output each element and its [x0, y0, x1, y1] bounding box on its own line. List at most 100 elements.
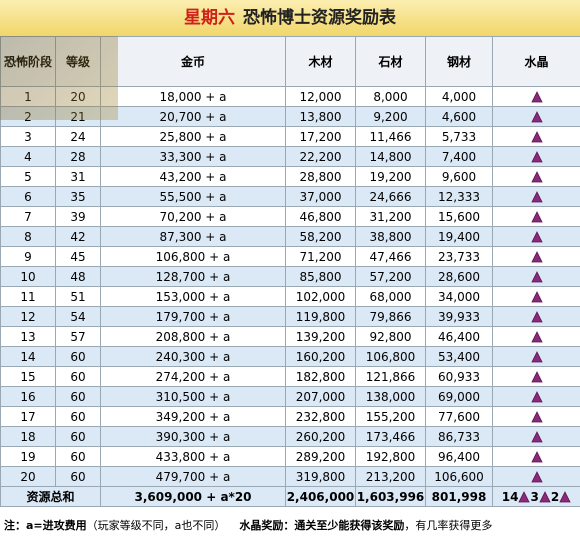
crystal-icon	[530, 331, 543, 343]
cell: 18,000 + a	[100, 86, 286, 107]
cell: 58,200	[285, 226, 356, 247]
crystal-icon	[530, 251, 543, 263]
crystal-icon	[530, 111, 543, 123]
cell: 121,866	[355, 366, 426, 387]
cell: 31,200	[355, 206, 426, 227]
crystal-icon	[539, 491, 551, 503]
table-row: 13 57 208,800 + a 139,200 92,800 46,400	[0, 326, 580, 347]
cell: 35	[55, 186, 101, 207]
cell: 17	[0, 406, 56, 427]
cell: 86,733	[425, 426, 493, 447]
table-row: 6 35 55,500 + a 37,000 24,666 12,333	[0, 186, 580, 207]
total-cell: 801,998	[425, 486, 493, 507]
crystal-cell	[492, 366, 580, 387]
table-row: 16 60 310,500 + a 207,000 138,000 69,000	[0, 386, 580, 407]
cell: 106,600	[425, 466, 493, 487]
cell: 31	[55, 166, 101, 187]
crystal-cell	[492, 286, 580, 307]
cell: 153,000 + a	[100, 286, 286, 307]
cell: 20	[0, 466, 56, 487]
cell: 37,000	[285, 186, 356, 207]
crystal-icon	[530, 371, 543, 383]
cell: 4,600	[425, 106, 493, 127]
reward-table: 恐怖阶段 等级 金币 木材 石材 钢材 水晶 1 20 18,000 + a 12,000 8,00…	[0, 36, 580, 507]
cell: 182,800	[285, 366, 356, 387]
cell: 102,000	[285, 286, 356, 307]
column-header: 金币	[100, 36, 286, 87]
cell: 479,700 + a	[100, 466, 286, 487]
table-row: 14 60 240,300 + a 160,200 106,800 53,400	[0, 346, 580, 367]
table-row: 10 48 128,700 + a 85,800 57,200 28,600	[0, 266, 580, 287]
cell: 28,800	[285, 166, 356, 187]
cell: 240,300 + a	[100, 346, 286, 367]
cell: 45	[55, 246, 101, 267]
note: （玩家等级不同，a也不同）	[86, 519, 226, 532]
cell: 179,700 + a	[100, 306, 286, 327]
cell: 139,200	[285, 326, 356, 347]
cell: 192,800	[355, 446, 426, 467]
total-cell: 3,609,000 + a*20	[100, 486, 286, 507]
crystal-icon	[530, 451, 543, 463]
table-row: 20 60 479,700 + a 319,800 213,200 106,600	[0, 466, 580, 487]
cell: 14,800	[355, 146, 426, 167]
crystal-icon	[530, 91, 543, 103]
crystal-cell	[492, 406, 580, 427]
crystal-icon	[530, 311, 543, 323]
cell: 39,933	[425, 306, 493, 327]
cell: 8,000	[355, 86, 426, 107]
reward-bold: 水晶奖励：通关至少能获得该奖励	[239, 519, 405, 532]
title-day: 星期六	[184, 8, 235, 28]
cell: 208,800 + a	[100, 326, 286, 347]
crystal-count: 14	[501, 489, 519, 504]
cell: 70,200 + a	[100, 206, 286, 227]
cell: 310,500 + a	[100, 386, 286, 407]
crystal-cell	[492, 126, 580, 147]
cell: 319,800	[285, 466, 356, 487]
crystal-cell	[492, 466, 580, 487]
table-row: 4 28 33,300 + a 22,200 14,800 7,400	[0, 146, 580, 167]
cell: 5	[0, 166, 56, 187]
cell: 260,200	[285, 426, 356, 447]
table-row: 9 45 106,800 + a 71,200 47,466 23,733	[0, 246, 580, 267]
cell: 11,466	[355, 126, 426, 147]
cell: 9	[0, 246, 56, 267]
cell: 119,800	[285, 306, 356, 327]
column-header: 等级	[55, 36, 101, 87]
cell: 20,700 + a	[100, 106, 286, 127]
cell: 155,200	[355, 406, 426, 427]
footer: 注：a=进攻费用（玩家等级不同，a也不同） 水晶奖励：通关至少能获得该奖励，有几…	[0, 507, 580, 545]
cell: 160,200	[285, 346, 356, 367]
cell: 22,200	[285, 146, 356, 167]
cell: 60	[55, 466, 101, 487]
reward: ，有几率获得更多	[404, 519, 493, 532]
cell: 28,600	[425, 266, 493, 287]
cell: 57	[55, 326, 101, 347]
title: 恐怖博士资源奖励表	[243, 8, 396, 28]
crystal-cell	[492, 306, 580, 327]
cell: 24	[55, 126, 101, 147]
crystal-icon	[530, 391, 543, 403]
cell: 46,800	[285, 206, 356, 227]
crystal-icon	[530, 411, 543, 423]
cell: 96,400	[425, 446, 493, 467]
cell: 15	[0, 366, 56, 387]
cell: 232,800	[285, 406, 356, 427]
cell: 28	[55, 146, 101, 167]
total-row: 资源总和 3,609,000 + a*20 2,406,000 1,603,996 80…	[0, 486, 580, 507]
cell: 390,300 + a	[100, 426, 286, 447]
cell: 4	[0, 146, 56, 167]
cell: 51	[55, 286, 101, 307]
total-label: 资源总和	[0, 486, 101, 507]
column-header: 石材	[355, 36, 426, 87]
crystal-icon	[518, 491, 531, 503]
cell: 60	[55, 386, 101, 407]
table-row: 5 31 43,200 + a 28,800 19,200 9,600	[0, 166, 580, 187]
crystal-count: 2	[550, 489, 560, 504]
crystal-cell	[492, 446, 580, 467]
cell: 15,600	[425, 206, 493, 227]
cell: 18	[0, 426, 56, 447]
cell: 9,200	[355, 106, 426, 127]
crystal-icon	[530, 291, 543, 303]
cell: 71,200	[285, 246, 356, 267]
cell: 213,200	[355, 466, 426, 487]
